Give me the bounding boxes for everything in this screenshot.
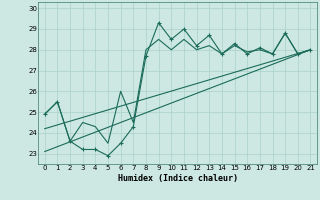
X-axis label: Humidex (Indice chaleur): Humidex (Indice chaleur) (118, 174, 238, 183)
